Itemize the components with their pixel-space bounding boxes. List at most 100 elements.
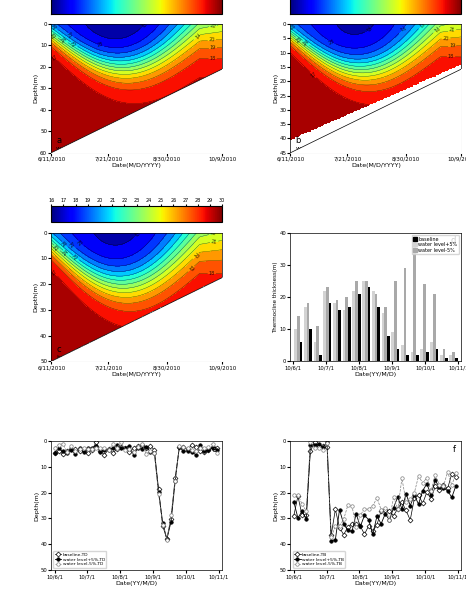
Bar [314, 342, 316, 361]
baseline-TD [172, 474, 178, 481]
baseline-TD [81, 446, 87, 454]
Bar [382, 313, 384, 361]
water level+5%-TD [52, 449, 57, 457]
water level-5%-TB [341, 515, 346, 523]
water level-5%-TB [383, 505, 388, 512]
water level+5%-TB [337, 506, 343, 514]
baseline-TB [316, 443, 322, 450]
Bar [433, 294, 436, 361]
water level+5%-TB [316, 440, 322, 448]
water level+5%-TB [399, 505, 404, 512]
baseline-TD [135, 443, 141, 450]
Text: 22: 22 [209, 23, 217, 29]
water level-5%-TB [312, 444, 317, 451]
X-axis label: Date(M/D/YYYY): Date(M/D/YYYY) [112, 163, 162, 169]
water level+5%-TD [64, 449, 70, 456]
water level+5%-TD [164, 536, 170, 543]
water level+5%-TD [127, 442, 132, 449]
baseline-TD [131, 445, 137, 452]
Bar [455, 358, 458, 361]
Bar [365, 281, 368, 361]
water level-5%-TB [399, 475, 404, 482]
Text: 18: 18 [448, 54, 454, 59]
water level+5%-TB [295, 514, 301, 521]
water level-5%-TD [151, 450, 157, 457]
water level+5%-TB [378, 520, 384, 527]
Text: 17: 17 [51, 269, 59, 277]
X-axis label: Date(M/D/YYYY): Date(M/D/YYYY) [112, 372, 162, 377]
X-axis label: Date(YY/M/D): Date(YY/M/D) [355, 581, 397, 586]
water level-5%-TB [357, 512, 363, 519]
baseline-TB [449, 470, 455, 477]
water level-5%-TD [118, 438, 124, 445]
Y-axis label: Thermocline thickness(m): Thermocline thickness(m) [273, 261, 278, 333]
Bar [323, 290, 326, 361]
Y-axis label: Depth(m): Depth(m) [34, 73, 39, 103]
water level-5%-TD [93, 445, 99, 452]
Text: 27: 27 [69, 241, 77, 249]
water level+5%-TB [387, 517, 392, 524]
water level+5%-TD [131, 451, 137, 458]
Bar [304, 307, 307, 361]
baseline-TD [97, 448, 103, 455]
water level-5%-TB [345, 502, 350, 509]
baseline-TB [416, 491, 421, 499]
water level-5%-TB [370, 502, 376, 509]
baseline-TD [160, 522, 165, 529]
baseline-TB [395, 505, 401, 512]
Text: 28: 28 [328, 38, 336, 46]
water level-5%-TB [324, 440, 330, 447]
water level-5%-TD [185, 445, 191, 452]
water level-5%-TD [102, 444, 107, 451]
Bar [377, 307, 380, 361]
Bar [362, 281, 365, 361]
water level+5%-TD [85, 445, 90, 452]
Bar [336, 300, 338, 361]
baseline-TB [424, 488, 430, 496]
water level-5%-TB [378, 506, 384, 513]
baseline-TB [303, 511, 309, 518]
water level-5%-TD [131, 449, 137, 456]
Bar [307, 304, 309, 361]
Y-axis label: Depth(m): Depth(m) [34, 491, 39, 521]
baseline-TB [407, 517, 413, 524]
water level+5%-TD [206, 447, 211, 454]
Bar [300, 342, 302, 361]
baseline-TD [77, 448, 82, 455]
water level-5%-TB [407, 496, 413, 503]
Y-axis label: Depth(m): Depth(m) [34, 282, 39, 312]
Text: 20: 20 [442, 35, 449, 41]
Bar [394, 281, 397, 361]
Bar [450, 355, 452, 361]
water level+5%-TB [308, 442, 313, 449]
Bar [343, 310, 345, 361]
water level-5%-TD [52, 444, 57, 451]
water level-5%-TB [295, 491, 301, 499]
Bar [355, 281, 358, 361]
water level-5%-TB [453, 469, 459, 476]
baseline-TD [110, 449, 116, 457]
water level-5%-TD [89, 445, 95, 452]
Text: b: b [295, 136, 301, 145]
Bar [416, 355, 419, 361]
baseline-TD [177, 444, 182, 451]
water level-5%-TB [353, 524, 359, 531]
water level-5%-TB [374, 494, 380, 502]
Bar [352, 290, 355, 361]
water level-5%-TD [77, 446, 82, 453]
water level+5%-TB [453, 482, 459, 489]
baseline-TD [193, 443, 199, 450]
baseline-TB [345, 523, 350, 530]
water level+5%-TD [177, 443, 182, 451]
Bar [309, 329, 312, 361]
water level-5%-TB [428, 487, 434, 494]
baseline-TB [357, 523, 363, 530]
Bar [430, 342, 433, 361]
water level-5%-TB [420, 479, 425, 487]
water level+5%-TB [383, 510, 388, 517]
Bar [329, 304, 331, 361]
baseline-TD [201, 448, 207, 455]
water level+5%-TD [185, 447, 191, 454]
baseline-TD [93, 439, 99, 446]
water level-5%-TD [164, 536, 170, 543]
